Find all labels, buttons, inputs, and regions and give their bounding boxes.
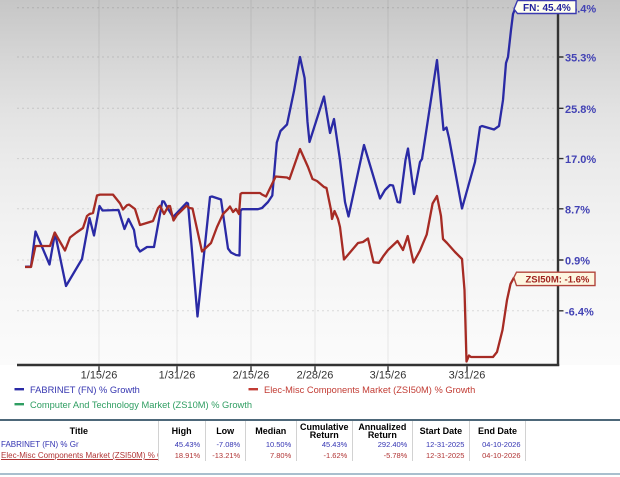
svg-text:3/31/26: 3/31/26 [449, 370, 486, 382]
svg-text:FABRINET (FN) % Growth: FABRINET (FN) % Growth [30, 385, 140, 395]
svg-text:25.8%: 25.8% [565, 104, 596, 116]
svg-text:8.7%: 8.7% [565, 204, 590, 216]
svg-text:1/15/26: 1/15/26 [81, 370, 118, 382]
svg-text:17.0%: 17.0% [565, 154, 596, 166]
svg-text:Elec-Misc Components Market (Z: Elec-Misc Components Market (ZSI50M) % G… [264, 385, 475, 395]
svg-text:3/15/26: 3/15/26 [370, 370, 407, 382]
svg-text:FN: 45.4%: FN: 45.4% [523, 3, 571, 14]
svg-text:Computer And Technology Market: Computer And Technology Market (ZS10M) %… [30, 400, 252, 410]
svg-text:2/28/26: 2/28/26 [297, 370, 334, 382]
svg-text:1/31/26: 1/31/26 [159, 370, 196, 382]
svg-text:35.3%: 35.3% [565, 53, 596, 65]
svg-text:2/15/26: 2/15/26 [233, 370, 270, 382]
svg-text:-6.4%: -6.4% [565, 306, 594, 318]
svg-text:ZSI50M: -1.6%: ZSI50M: -1.6% [526, 275, 590, 286]
svg-text:0.9%: 0.9% [565, 256, 590, 268]
